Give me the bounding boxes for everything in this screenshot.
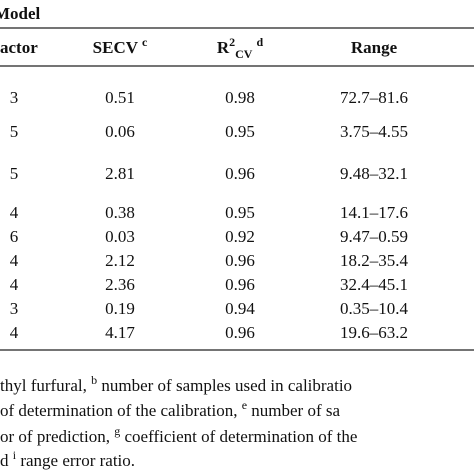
table-cell: 72.7–81.6 bbox=[340, 88, 408, 107]
table-cell: 0.38 bbox=[105, 203, 135, 222]
text-run: of determination of the calibration, bbox=[0, 401, 242, 420]
table-cell: 6 bbox=[10, 227, 19, 246]
table-cell: 2.81 bbox=[105, 164, 135, 183]
table-cell: 5 bbox=[10, 164, 19, 183]
table-cell: 32.4–45.1 bbox=[340, 275, 408, 294]
text-run: coefficient of determination of the bbox=[120, 427, 357, 446]
supscript: d bbox=[256, 35, 263, 49]
table-title: Model bbox=[0, 4, 41, 23]
rich-text: SECV c bbox=[93, 35, 148, 57]
table-cell: 9.47–0.59 bbox=[340, 227, 408, 246]
table-cell: 2.36 bbox=[105, 275, 135, 294]
rich-text: thyl furfural, b number of samples used … bbox=[0, 373, 352, 395]
table-cell: 0.06 bbox=[105, 122, 135, 141]
text-run: range error ratio. bbox=[16, 451, 135, 470]
text-run: thyl furfural, bbox=[0, 376, 91, 395]
table-cell: 0.51 bbox=[105, 88, 135, 107]
supscript: i bbox=[13, 448, 17, 462]
table-cell: 0.95 bbox=[225, 203, 255, 222]
text-run: R bbox=[217, 38, 230, 57]
table-cell: 4.17 bbox=[105, 323, 135, 342]
text-run: SECV bbox=[93, 38, 139, 57]
table-cell: 3.75–4.55 bbox=[340, 122, 408, 141]
table-cell: 0.98 bbox=[225, 88, 255, 107]
text-run: number of samples used in calibratio bbox=[97, 376, 352, 395]
table-cell: 18.2–35.4 bbox=[340, 251, 409, 270]
table-cell: 5 bbox=[10, 122, 19, 141]
text-run: d bbox=[0, 451, 13, 470]
table-cell: 0.19 bbox=[105, 299, 135, 318]
table-cell: 0.96 bbox=[225, 164, 255, 183]
supscript: b bbox=[91, 373, 97, 387]
table-cell: 0.96 bbox=[225, 323, 255, 342]
table-cell: 19.6–63.2 bbox=[340, 323, 408, 342]
supscript: g bbox=[114, 424, 120, 438]
table-cell: 0.92 bbox=[225, 227, 255, 246]
rich-text: actor bbox=[0, 38, 38, 57]
table-cell: 3 bbox=[10, 299, 19, 318]
table-cell: 4 bbox=[10, 251, 19, 270]
supscript: c bbox=[142, 35, 148, 49]
supscript: e bbox=[242, 398, 247, 412]
subscript: CV bbox=[235, 47, 253, 61]
table-cell: 0.96 bbox=[225, 275, 255, 294]
table-cell: 0.03 bbox=[105, 227, 135, 246]
rich-text: or of prediction, g coefficient of deter… bbox=[0, 424, 357, 446]
rich-text: Range bbox=[351, 38, 398, 57]
table-cell: 3 bbox=[10, 88, 19, 107]
supscript: 2 bbox=[229, 35, 235, 49]
table-cell: 4 bbox=[10, 275, 19, 294]
rich-text: R2CVd bbox=[217, 35, 264, 61]
table-cell: 0.94 bbox=[225, 299, 255, 318]
text-run: Range bbox=[351, 38, 398, 57]
table-cell: 0.95 bbox=[225, 122, 255, 141]
table-cell: 4 bbox=[10, 323, 19, 342]
table-cell: 2.12 bbox=[105, 251, 135, 270]
text-run: number of sa bbox=[247, 401, 340, 420]
table-cell: 9.48–32.1 bbox=[340, 164, 408, 183]
rich-text: d i range error ratio. bbox=[0, 448, 135, 470]
table-cell: 4 bbox=[10, 203, 19, 222]
table-cell: 0.35–10.4 bbox=[340, 299, 409, 318]
table-cell: 0.96 bbox=[225, 251, 255, 270]
text-run: or of prediction, bbox=[0, 427, 114, 446]
text-run: actor bbox=[0, 38, 38, 57]
rich-text: of determination of the calibration, e n… bbox=[0, 398, 340, 420]
table-cell: 14.1–17.6 bbox=[340, 203, 408, 222]
